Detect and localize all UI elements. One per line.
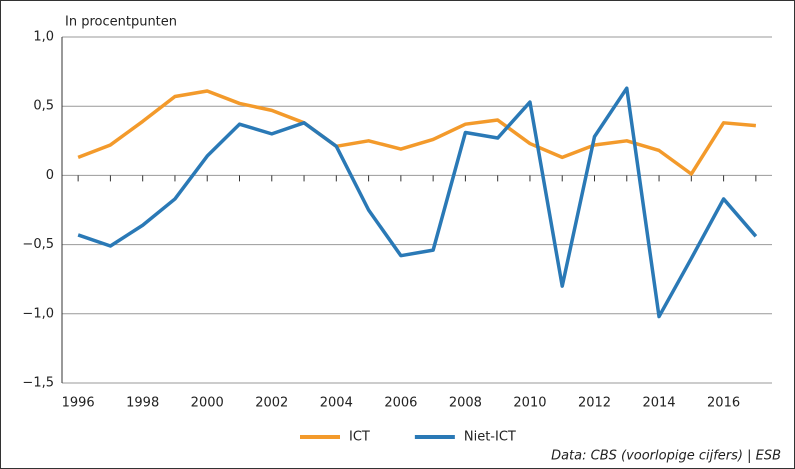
x-tick-label: 2008 — [449, 396, 482, 411]
x-tick-label: 2006 — [384, 396, 417, 411]
line-series — [77, 89, 757, 176]
x-tick-label: 1996 — [62, 396, 95, 411]
x-tick-label: 2016 — [707, 396, 740, 411]
y-tick-label: 0 — [46, 168, 54, 183]
y-tick-label: −1,5 — [22, 376, 54, 391]
x-tick-label: 2000 — [191, 396, 224, 411]
y-tick-label: −1,0 — [22, 306, 54, 321]
x-tick-label: 2004 — [320, 396, 353, 411]
legend-label: Niet-ICT — [464, 430, 516, 445]
legend-label: ICT — [349, 430, 370, 445]
x-tick-label: 2014 — [642, 396, 675, 411]
x-tick-label: 2012 — [578, 396, 611, 411]
y-tick-label: 1,0 — [33, 30, 54, 45]
y-tick-label: 0,5 — [33, 99, 54, 114]
source: Data: CBS (voorlopige cijfers) | ESB — [551, 449, 781, 464]
x-tick-label: 1998 — [126, 396, 159, 411]
chart-title: In procentpunten — [65, 15, 177, 30]
y-tick-label: −0,5 — [22, 237, 54, 252]
line-series — [77, 86, 758, 319]
x-tick-label: 2002 — [255, 396, 288, 411]
x-tick-label: 2010 — [513, 396, 546, 411]
